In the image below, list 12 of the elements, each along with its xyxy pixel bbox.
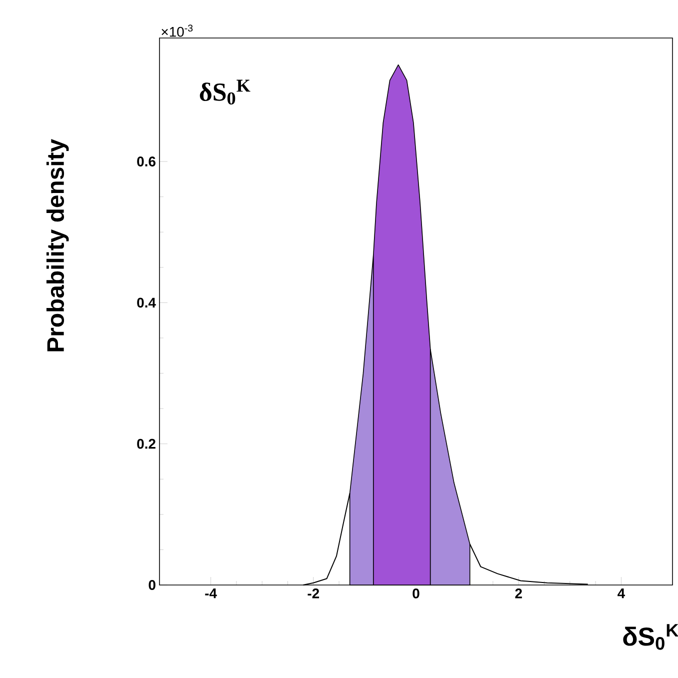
- y-tick-label: 0.2: [137, 438, 156, 449]
- y-tick-label: 0.6: [137, 156, 156, 166]
- text: δS$_{0}$K: [200, 80, 250, 105]
- x-tick-label: 2: [515, 588, 522, 598]
- y-tick-label: 0.4: [137, 298, 156, 308]
- text: ×10$^{-3}$: [162, 24, 193, 37]
- y-tick-label: 0: [148, 580, 156, 590]
- x-tick-label: 4: [618, 588, 626, 598]
- x-tick-label: 0: [412, 588, 420, 598]
- x-tick-label: -2: [308, 588, 320, 598]
- y-axis-title: Probability density: [46, 139, 69, 352]
- x-tick-label: -4: [205, 588, 217, 598]
